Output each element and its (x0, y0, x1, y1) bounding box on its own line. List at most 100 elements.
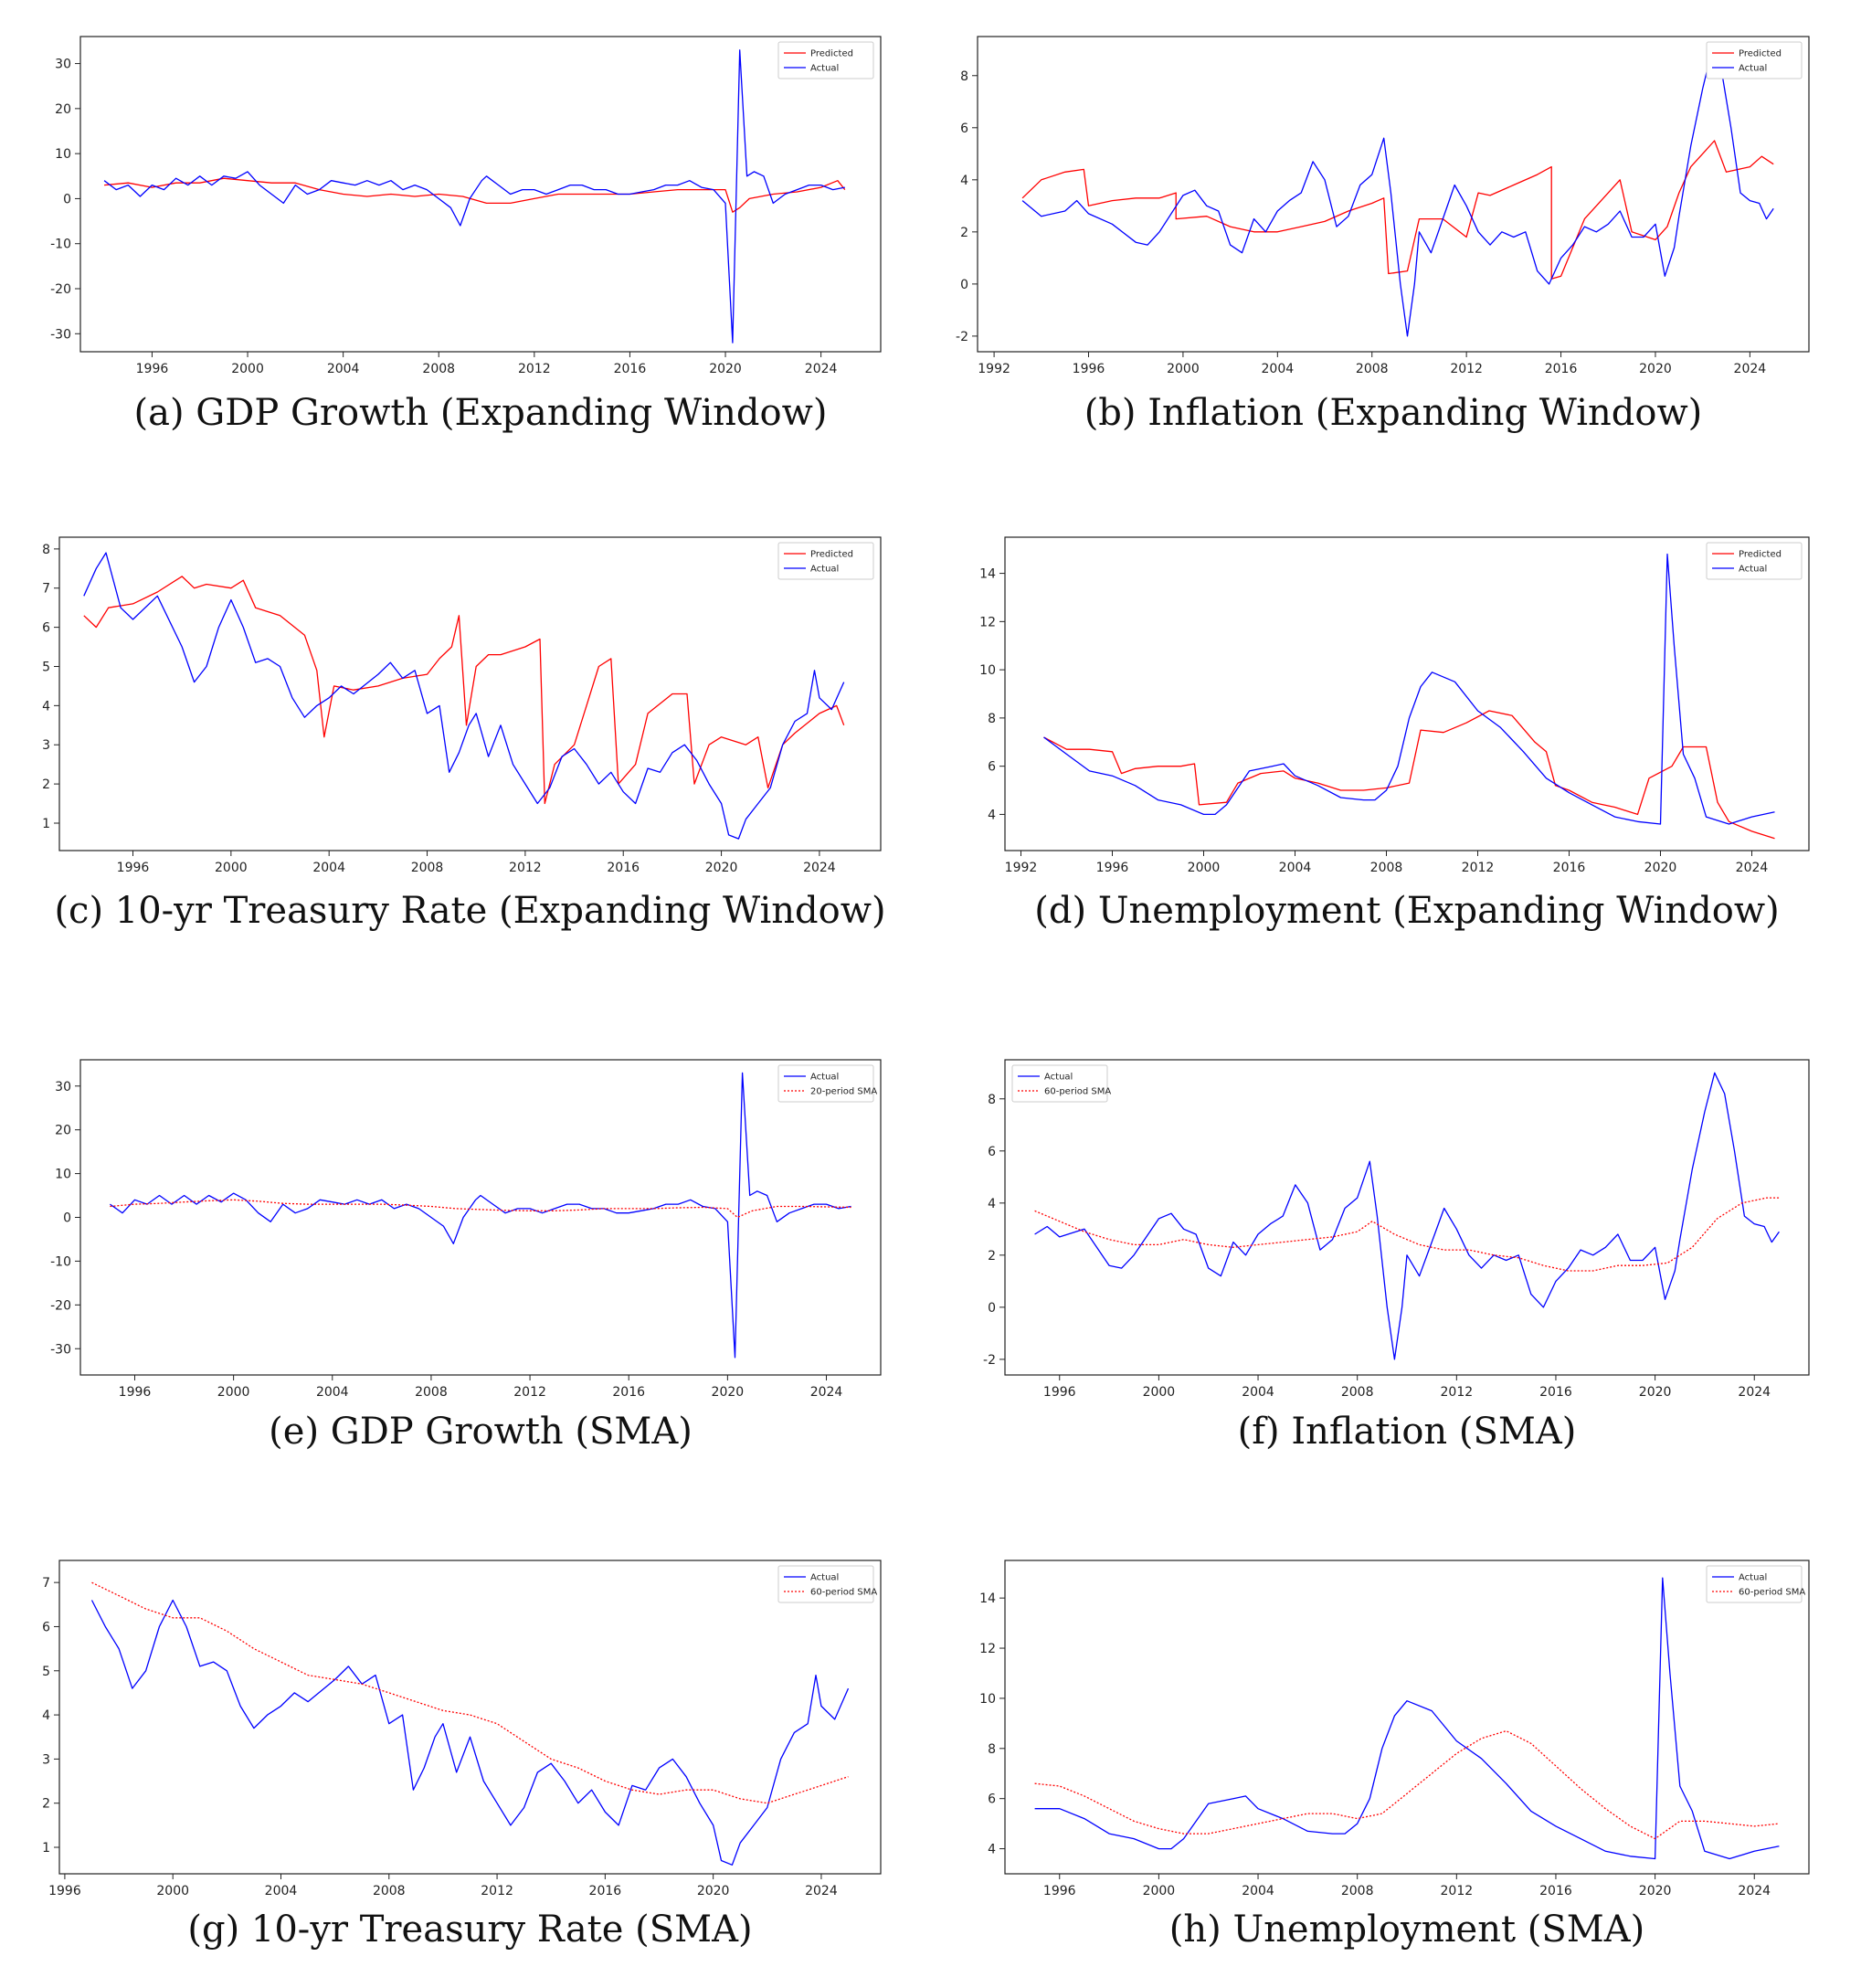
y-tick-label: 10 (55, 147, 71, 162)
x-tick-label: 1996 (1096, 861, 1129, 875)
chart-caption: (c) 10-yr Treasury Rate (Expanding Windo… (54, 890, 885, 932)
x-tick-label: 2000 (1143, 1884, 1176, 1898)
plot-frame (977, 36, 1810, 353)
x-tick-label: 1992 (978, 362, 1010, 376)
chart-d: 1992 1996 2000 2004 2008 2012 2016 2020 2024 4 6 8 1… (979, 536, 1810, 932)
legend-box (777, 1565, 874, 1603)
y-tick-label: 6 (42, 1620, 50, 1634)
legend-label: Actual (810, 565, 839, 575)
x-tick-label: 2000 (1167, 362, 1200, 376)
chart-caption: (b) Inflation (Expanding Window) (1084, 392, 1703, 434)
x-tick-label: 2016 (607, 861, 640, 875)
legend: Predicted Actual (777, 542, 874, 580)
series-line-60-period-sma (91, 1581, 849, 1804)
plot-frame (1004, 536, 1810, 851)
chart-g: 1996 2000 2004 2008 2012 2016 2020 2024 1 2 3 4 5 6 7 A… (42, 1560, 882, 1951)
legend-label: Actual (1739, 565, 1767, 575)
x-tick-label: 2024 (1734, 362, 1767, 376)
y-tick-label: -10 (50, 238, 71, 252)
series-line-60-period-sma (1034, 1729, 1780, 1840)
x-tick-label: 2012 (513, 1385, 546, 1400)
y-tick-label: -2 (956, 330, 968, 344)
y-tick-label: 8 (960, 69, 968, 84)
plot-frame (1004, 1560, 1810, 1875)
x-tick-label: 1996 (1043, 1884, 1076, 1898)
x-tick-label: 2020 (1639, 362, 1672, 376)
y-tick-label: 8 (988, 1093, 996, 1107)
y-tick-label: 20 (55, 102, 71, 117)
series-line-actual (1034, 1577, 1780, 1860)
x-tick-label: 2024 (1738, 1385, 1771, 1400)
y-tick-label: -30 (50, 327, 71, 342)
x-tick-label: 2012 (481, 1884, 513, 1898)
y-tick-label: 5 (42, 660, 50, 674)
x-tick-label: 1996 (1073, 362, 1105, 376)
chart-b: 1992 1996 2000 2004 2008 2012 2016 2020 2024 -2 0 2… (956, 36, 1810, 434)
y-tick-label: 12 (979, 1642, 996, 1656)
series-line-predicted (1043, 710, 1775, 840)
chart-caption: (a) GDP Growth (Expanding Window) (134, 392, 828, 434)
y-tick-label: 8 (988, 1742, 996, 1757)
chart-f: 1996 2000 2004 2008 2012 2016 2020 2024 -2 0 2 4 6 8 A… (983, 1059, 1810, 1453)
x-tick-label: 2024 (1738, 1884, 1771, 1898)
y-tick-label: 3 (42, 738, 50, 753)
legend-box (1706, 41, 1803, 79)
legend-box (777, 542, 874, 580)
legend-label: Predicted (810, 49, 853, 59)
x-tick-label: 2004 (265, 1884, 298, 1898)
series-line-actual (90, 1599, 850, 1866)
series-line-predicted (83, 576, 845, 805)
y-tick-label: -20 (50, 282, 71, 297)
x-tick-label: 2012 (1462, 861, 1495, 875)
series-line-predicted (104, 177, 846, 213)
x-tick-label: 2004 (316, 1385, 349, 1400)
plot-frame (58, 1560, 882, 1875)
legend-label: Actual (1739, 1573, 1767, 1583)
y-tick-label: 7 (42, 1576, 50, 1591)
x-tick-label: 2016 (1553, 861, 1586, 875)
y-tick-label: 4 (988, 1197, 996, 1211)
y-tick-label: 2 (42, 777, 50, 792)
legend: Predicted Actual (777, 41, 874, 79)
chart-e: 1996 2000 2004 2008 2012 2016 2020 2024 -30 -20 -1… (50, 1059, 882, 1453)
x-tick-label: 2008 (1341, 1385, 1374, 1400)
legend: Actual 60-period SMA (777, 1565, 877, 1603)
y-tick-label: 10 (979, 1692, 996, 1707)
x-tick-label: 2020 (1639, 1385, 1672, 1400)
legend: Predicted Actual (1706, 41, 1803, 79)
y-tick-label: 4 (988, 808, 996, 822)
legend-box (777, 1064, 874, 1103)
y-tick-label: 10 (979, 663, 996, 678)
x-tick-label: 2004 (312, 861, 345, 875)
x-tick-label: 2016 (612, 1385, 645, 1400)
y-tick-label: 4 (988, 1843, 996, 1857)
plot-frame (1004, 1059, 1810, 1376)
chart-caption: (d) Unemployment (Expanding Window) (1034, 890, 1779, 932)
x-tick-label: 1996 (117, 861, 150, 875)
y-tick-label: -2 (983, 1353, 996, 1368)
x-tick-label: 1992 (1005, 861, 1038, 875)
x-tick-label: 2000 (231, 362, 264, 376)
x-tick-label: 2004 (1242, 1884, 1274, 1898)
legend-label: Actual (1739, 64, 1767, 74)
y-tick-label: 5 (42, 1665, 50, 1679)
x-tick-label: 2008 (1341, 1884, 1374, 1898)
chart-h: 1996 2000 2004 2008 2012 2016 2020 2024 4 6 8 10 12 1… (979, 1560, 1810, 1951)
y-tick-label: 1 (42, 817, 50, 831)
legend-box (1706, 1565, 1803, 1603)
legend-label: Predicted (1739, 550, 1782, 560)
legend: Actual 60-period SMA (1706, 1565, 1805, 1603)
x-tick-label: 2000 (1143, 1385, 1176, 1400)
series-line-actual (1021, 48, 1774, 337)
x-tick-label: 2024 (805, 362, 838, 376)
x-tick-label: 2020 (705, 861, 738, 875)
y-tick-label: 12 (979, 615, 996, 629)
y-tick-label: 6 (988, 1792, 996, 1807)
plot-frame (79, 1059, 882, 1376)
x-tick-label: 1996 (1043, 1385, 1076, 1400)
legend-label: Actual (810, 1573, 839, 1583)
series-line-60-period-sma (1034, 1197, 1780, 1272)
y-tick-label: 2 (960, 226, 968, 240)
x-tick-label: 2004 (327, 362, 360, 376)
